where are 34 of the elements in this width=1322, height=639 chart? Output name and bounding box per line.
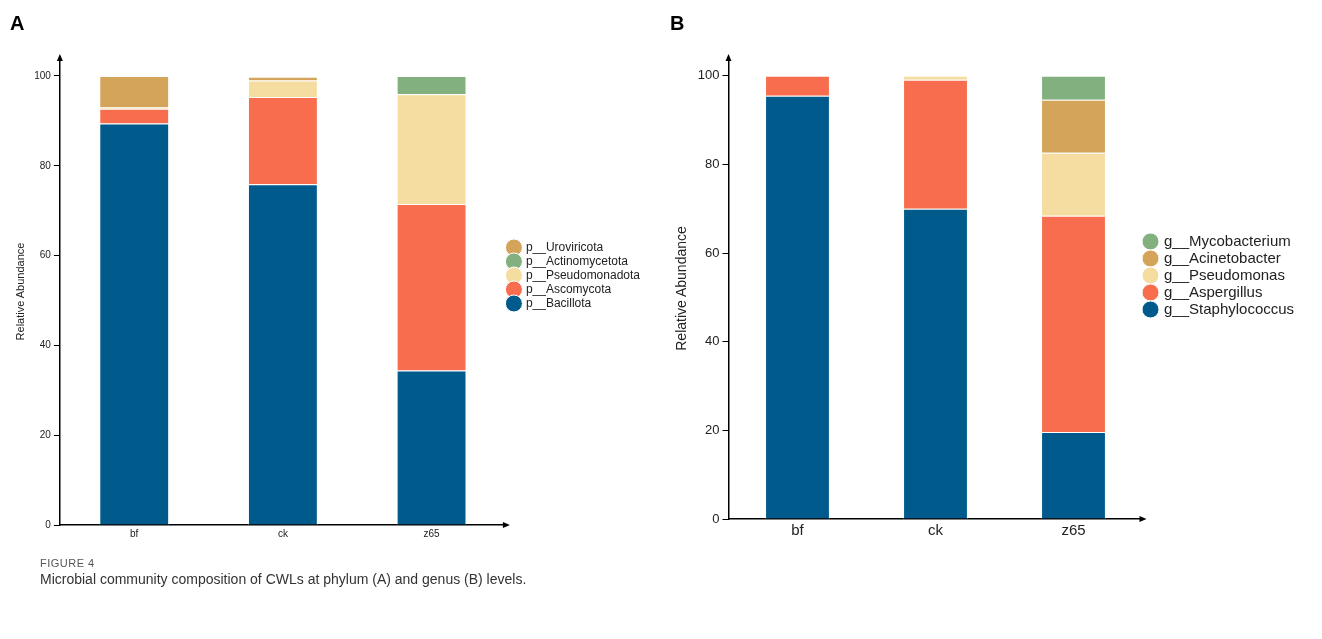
legend-label: g__Mycobacterium [1164,231,1291,249]
legend-label: g__Acinetobacter [1164,248,1281,266]
legend-label: p__Pseudomonadota [525,267,641,282]
x-tick-label: ck [927,521,944,539]
y-axis-title: Relative Abundance [673,226,690,351]
legend-label: g__Staphylococcus [1164,299,1295,317]
legend-label: p__Actinomycetota [525,253,629,268]
x-tick-label: bf [130,527,139,539]
caption: FIGURE 4 [40,557,96,569]
legend-label: p__Bacillota [525,295,592,310]
y-tick-label: 40 [705,333,720,349]
y-axis-title: Relative Abundance [13,242,26,341]
y-tick-label: 60 [39,249,52,261]
y-tick-label: 100 [697,67,720,83]
chart-title: A [10,11,25,34]
y-tick-label: 20 [39,428,52,440]
y-tick-label: 100 [34,69,52,81]
chart-title: B [670,11,685,34]
x-tick-label: z65 [1061,521,1086,539]
x-tick-label: z65 [423,527,441,539]
y-tick-label: 60 [705,244,720,260]
x-tick-label: bf [791,521,805,539]
legend-label: g__Aspergillus [1164,282,1263,300]
y-tick-label: 80 [705,155,720,171]
y-tick-label: 80 [39,159,52,171]
y-tick-label: 40 [39,339,52,351]
x-tick-label: ck [277,527,289,539]
legend-label: p__Ascomycota [525,281,612,296]
text: Microbial community composition of CWLs at phylum (A) and genus (B) levels. [40,571,528,587]
y-tick-label: 0 [712,510,720,526]
legend-label: g__Pseudomonas [1164,265,1285,283]
legend-label: p__Uroviricota [525,239,604,254]
y-tick-label: 0 [45,518,52,530]
y-tick-label: 20 [705,421,720,437]
